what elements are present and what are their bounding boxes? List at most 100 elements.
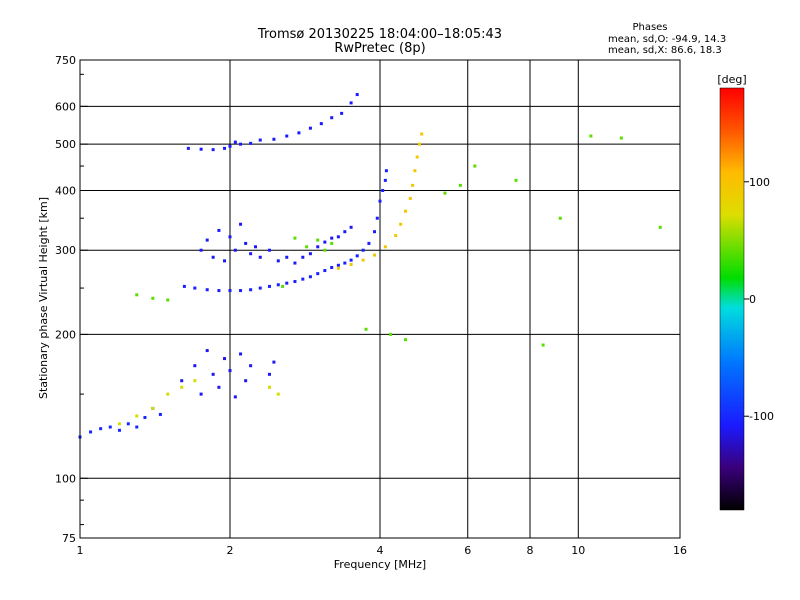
- data-point: [364, 327, 368, 331]
- data-point: [228, 235, 232, 239]
- data-point: [276, 259, 280, 263]
- data-point: [217, 228, 221, 232]
- data-point: [330, 266, 334, 270]
- data-point: [199, 147, 203, 151]
- data-point: [249, 141, 253, 145]
- data-point: [205, 288, 209, 292]
- data-point: [558, 216, 562, 220]
- data-point: [367, 241, 371, 245]
- colorbar-tick-label: 100: [749, 176, 770, 189]
- data-point: [316, 272, 320, 276]
- x-axis-ticks: 1 2 4 6 8 10 16: [77, 544, 688, 557]
- data-point: [285, 134, 289, 138]
- data-point: [308, 252, 312, 256]
- y-tick-label: 200: [55, 328, 76, 341]
- data-point: [193, 379, 197, 383]
- data-point: [135, 414, 139, 418]
- x-tick-label: 1: [77, 544, 84, 557]
- y-tick-label: 100: [55, 472, 76, 485]
- data-point: [619, 136, 623, 140]
- data-point: [293, 261, 297, 265]
- data-point: [239, 289, 243, 293]
- data-point: [267, 248, 271, 252]
- data-point: [223, 259, 227, 263]
- y-tick-label: 300: [55, 244, 76, 257]
- colorbar-ticks: 100 0 -100: [744, 176, 774, 423]
- data-point: [330, 241, 334, 245]
- data-point: [89, 430, 93, 434]
- data-point: [293, 280, 297, 284]
- data-point: [399, 222, 403, 226]
- data-point: [117, 422, 121, 426]
- plot-frame: [79, 59, 681, 539]
- data-point: [417, 142, 421, 146]
- colorbar-tick-label: 0: [749, 293, 756, 306]
- data-point: [193, 286, 197, 290]
- data-point: [258, 286, 262, 290]
- y-tick-label: 750: [55, 54, 76, 67]
- data-point: [233, 140, 237, 144]
- data-point: [384, 169, 388, 173]
- x-tick-label: 8: [527, 544, 534, 557]
- data-point: [182, 284, 186, 288]
- data-point: [408, 196, 412, 200]
- data-point: [514, 178, 518, 182]
- data-point: [217, 385, 221, 389]
- data-point: [180, 385, 184, 389]
- data-point: [239, 142, 243, 146]
- data-point: [336, 235, 340, 239]
- data-point: [272, 360, 276, 364]
- data-point: [249, 252, 253, 256]
- data-point: [361, 258, 365, 262]
- data-point: [323, 240, 327, 244]
- data-point: [349, 263, 353, 267]
- data-point: [343, 230, 347, 234]
- data-point: [211, 255, 215, 259]
- data-point: [244, 379, 248, 383]
- data-point: [267, 385, 271, 389]
- x-tick-label: 6: [464, 544, 471, 557]
- data-point: [211, 148, 215, 152]
- x-tick-label: 4: [377, 544, 384, 557]
- colorbar-tick-label: -100: [749, 410, 774, 423]
- data-point: [285, 255, 289, 259]
- y-axis-ticks: 75 100 200 300 400 500 600 750: [55, 54, 88, 545]
- data-point: [285, 281, 289, 285]
- data-point: [330, 236, 334, 240]
- data-point: [373, 253, 377, 257]
- data-point: [239, 222, 243, 226]
- data-point: [223, 357, 227, 361]
- data-point: [323, 248, 327, 252]
- data-point: [223, 146, 227, 150]
- y-tick-label: 75: [62, 532, 76, 545]
- data-point: [281, 284, 285, 288]
- data-point: [239, 352, 243, 356]
- data-point: [233, 248, 237, 252]
- data-point: [355, 93, 359, 97]
- data-point: [276, 283, 280, 287]
- data-point: [249, 364, 253, 368]
- data-point: [158, 412, 162, 416]
- data-point: [389, 332, 393, 336]
- data-point: [217, 289, 221, 293]
- data-point: [267, 284, 271, 288]
- data-point: [180, 379, 184, 383]
- x-tick-label: 10: [571, 544, 585, 557]
- data-point: [541, 343, 545, 347]
- data-point: [166, 392, 170, 396]
- data-points: [78, 93, 662, 439]
- colorbar: [719, 87, 745, 511]
- data-point: [316, 238, 320, 242]
- data-point: [297, 131, 301, 135]
- data-point: [403, 338, 407, 342]
- grid-lines: [80, 60, 680, 538]
- data-point: [323, 269, 327, 273]
- data-point: [340, 111, 344, 115]
- data-point: [211, 372, 215, 376]
- data-point: [375, 216, 379, 220]
- data-point: [276, 392, 280, 396]
- data-point: [411, 183, 415, 187]
- data-point: [228, 144, 232, 148]
- data-point: [383, 178, 387, 182]
